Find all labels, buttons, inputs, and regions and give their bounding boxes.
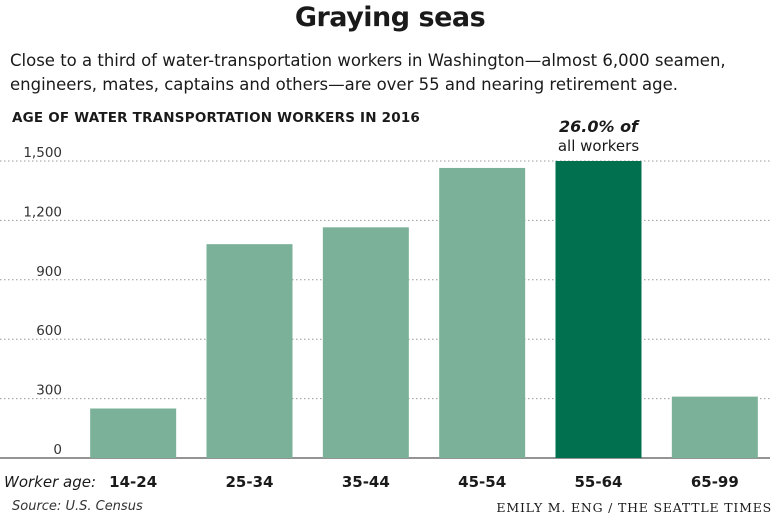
bar-35-44 (322, 227, 409, 458)
source-note: Source: U.S. Census (12, 499, 143, 514)
x-tick-label: 25-34 (226, 473, 274, 491)
bar-65-99 (671, 396, 758, 458)
y-tick-label: 0 (53, 442, 62, 458)
annotation-share: 26.0% of (559, 117, 640, 136)
y-tick-label: 900 (36, 264, 62, 280)
x-tick-label: 14-24 (109, 473, 157, 491)
y-tick-label: 300 (36, 383, 62, 399)
x-tick-label: 35-44 (342, 473, 390, 491)
chart-title: Graying seas (294, 2, 486, 33)
bar-25-34 (206, 244, 293, 458)
y-tick-label: 1,200 (23, 204, 62, 220)
annotation-caption: all workers (558, 137, 639, 155)
bar-14-24 (90, 408, 177, 458)
y-tick-label: 600 (36, 323, 62, 339)
x-tick-label: 65-99 (691, 473, 739, 491)
chart-subtitle: Close to a third of water-transportation… (10, 51, 726, 94)
chart-heading: AGE OF WATER TRANSPORTATION WORKERS IN 2… (12, 110, 421, 126)
bar-45-54 (439, 167, 526, 458)
y-tick-label: 1,500 (23, 145, 62, 161)
x-tick-label: 55-64 (575, 473, 623, 491)
bar-55-64 (555, 161, 642, 458)
x-tick-label: 45-54 (458, 473, 506, 491)
x-axis-title: Worker age: (4, 473, 96, 491)
credit-line: EMILY M. ENG / THE SEATTLE TIMES (496, 500, 772, 515)
